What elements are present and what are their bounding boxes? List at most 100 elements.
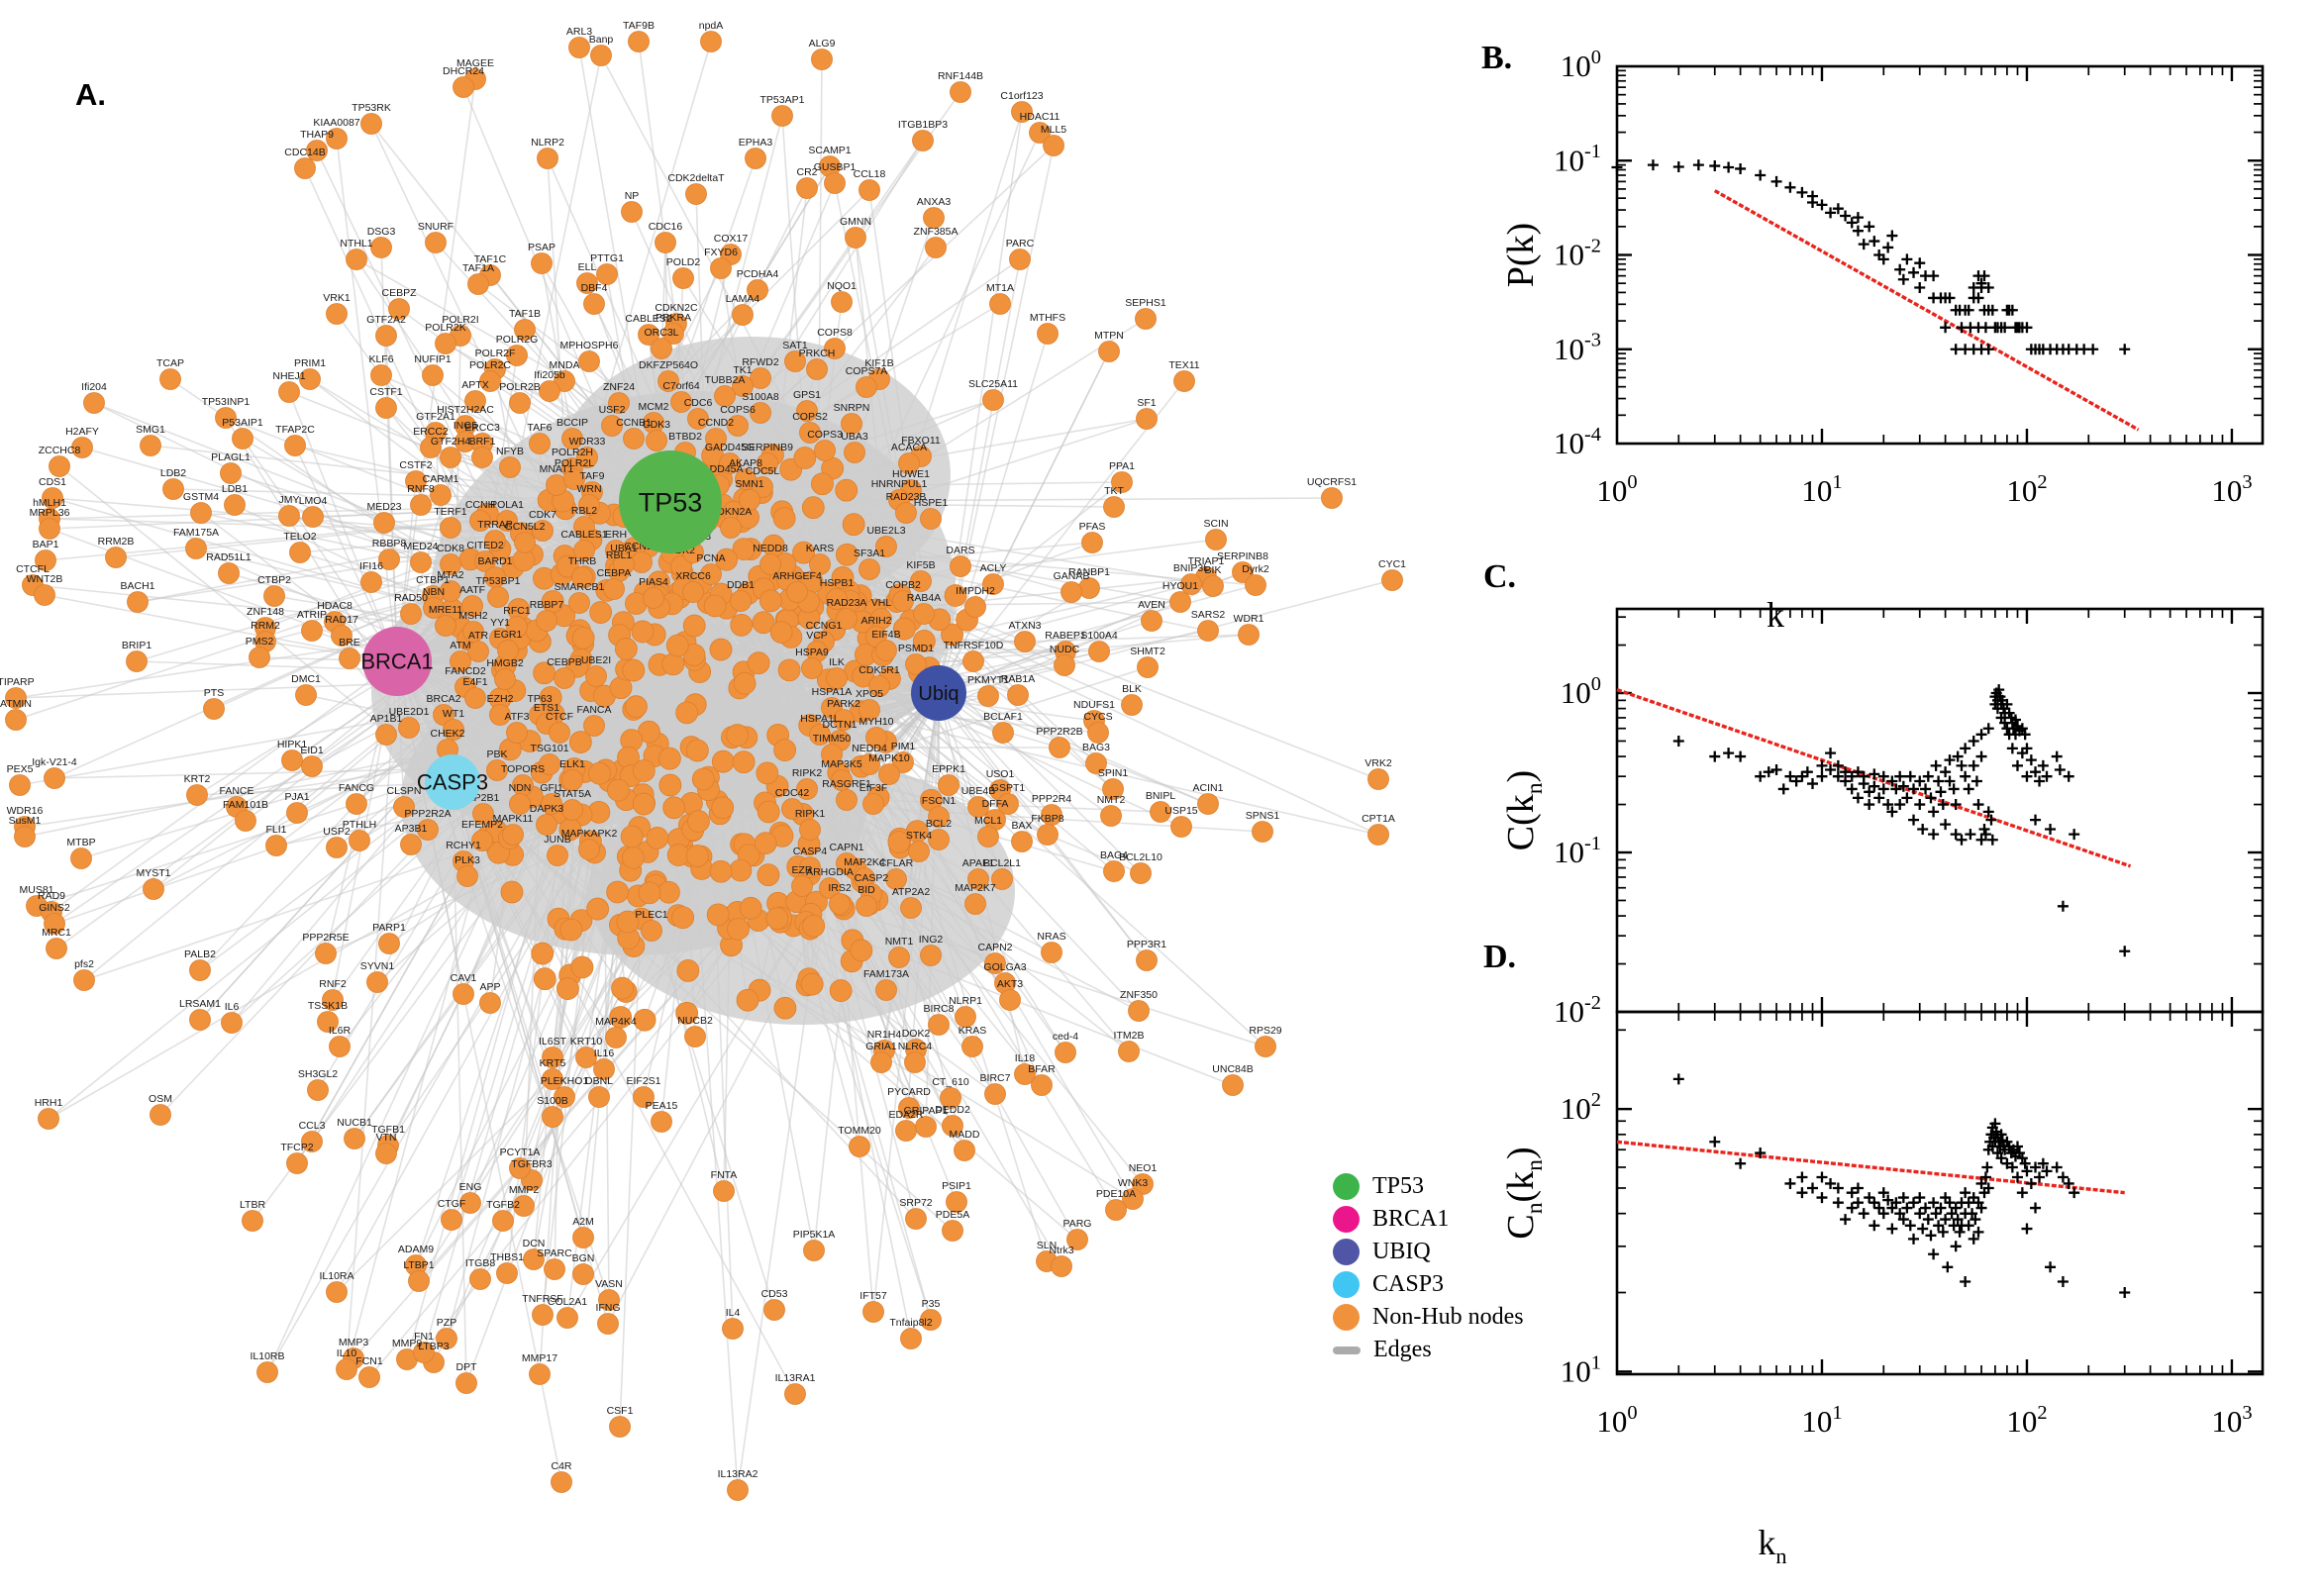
node-label: TNFRSF [522, 1293, 562, 1305]
network-node [1085, 752, 1107, 774]
network-node [739, 489, 760, 511]
node-label: RFC1 [503, 605, 531, 617]
node-label: ATXN3 [1008, 620, 1041, 632]
svg-text:100: 100 [1596, 471, 1637, 508]
node-label: NEDD8 [753, 543, 788, 554]
node-label: ACIN1 [1193, 782, 1224, 794]
network-node [887, 831, 911, 853]
network-node [763, 1299, 785, 1321]
node-label: DARS [946, 545, 974, 556]
node-label: MAPKAPK2 [561, 828, 618, 840]
scatter-points [1672, 1073, 2131, 1299]
network-node [1150, 801, 1171, 823]
network-node [759, 553, 781, 575]
node-label: VCP [806, 630, 828, 642]
node-label: npdA [699, 20, 724, 32]
network-node [1037, 824, 1059, 846]
network-node [858, 699, 880, 721]
network-node [809, 724, 831, 746]
node-label: RAD50 [394, 592, 428, 604]
network-node [800, 972, 824, 996]
network-node [856, 895, 877, 917]
node-label: ILK [829, 656, 845, 668]
network-node [589, 601, 613, 624]
network-node [875, 536, 897, 557]
network-node [658, 773, 682, 797]
node-label: FNTA [711, 1169, 738, 1181]
panel-c-label: C. [1483, 558, 1517, 595]
node-label: PEX5 [7, 763, 34, 775]
node-label: CAPN1 [829, 842, 863, 853]
node-label: hMLH1 [33, 497, 66, 509]
node-label: CASP2 [855, 872, 889, 884]
node-label: HSPA1A [812, 686, 853, 698]
network-node [1173, 370, 1195, 392]
network-node [727, 415, 749, 437]
network-node [646, 430, 667, 451]
network-node [606, 880, 630, 904]
plot-panel-d: 100 101 102 103 102 101 Cn​(kn​) kn​ [1500, 1010, 2265, 1568]
node-label: AP3B1 [395, 823, 428, 835]
network-node [497, 640, 519, 661]
network-node [977, 685, 999, 707]
network-node [235, 810, 256, 832]
node-label: RANBP1 [1068, 566, 1110, 578]
node-label: ACACA [891, 442, 927, 453]
node-label: NMT1 [885, 936, 914, 948]
node-label: SF3A1 [854, 548, 885, 559]
network-node [479, 370, 501, 392]
node-label: MRPL36 [30, 507, 70, 519]
network-node [378, 933, 400, 954]
network-node [5, 687, 27, 709]
network-node [900, 897, 922, 919]
network-node [1011, 831, 1033, 852]
svg-text:10-4: 10-4 [1554, 424, 1601, 460]
node-label: AATF [459, 584, 485, 596]
network-node [905, 1208, 927, 1230]
network-node [500, 880, 524, 904]
network-node [224, 494, 246, 516]
node-label: PCDHA4 [737, 268, 779, 280]
node-label: APP [479, 981, 500, 993]
network-node [1066, 1229, 1088, 1250]
network-node [1102, 778, 1124, 800]
network-node [759, 589, 782, 613]
node-label: ALG9 [809, 38, 836, 50]
network-node [858, 753, 880, 775]
node-label: TP53BP1 [476, 575, 521, 587]
node-label: SLN [1037, 1240, 1057, 1251]
node-label: AKT3 [997, 978, 1023, 990]
node-label: USF2 [599, 404, 626, 416]
node-label: CCNG1 [806, 620, 843, 632]
network-node [878, 763, 900, 785]
network-node [670, 391, 692, 413]
node-label: PMS2 [246, 636, 274, 648]
node-label: CCNH [465, 499, 495, 511]
network-node [885, 868, 907, 890]
node-label: CTGF [438, 1198, 466, 1210]
network-node [671, 906, 695, 930]
node-label: MTHFS [1030, 312, 1065, 324]
node-label: HNRNPUL1 [871, 478, 928, 490]
node-label: BNIP3L [1173, 562, 1209, 574]
network-node [1081, 532, 1103, 553]
node-label: SPIN1 [1098, 767, 1129, 779]
network-node [997, 793, 1019, 815]
network-node [691, 767, 715, 791]
node-label: COX17 [714, 233, 749, 245]
node-label: Banp [589, 34, 614, 46]
network-node [459, 1192, 481, 1214]
node-label: DCN [523, 1238, 546, 1249]
node-label: GSPT1 [991, 782, 1026, 794]
network-node [904, 1051, 926, 1073]
legend-item-ubiq: UBIQ [1333, 1236, 1524, 1268]
network-node [756, 761, 779, 785]
node-label: SARS2 [1191, 609, 1226, 621]
network-node [961, 1036, 983, 1057]
network-node [496, 1262, 518, 1284]
node-label: MED24 [403, 541, 438, 552]
network-node [1367, 824, 1389, 846]
node-label: BACH1 [120, 580, 154, 592]
node-label: CDC5L [746, 465, 780, 477]
node-label: EPPK1 [932, 763, 965, 775]
